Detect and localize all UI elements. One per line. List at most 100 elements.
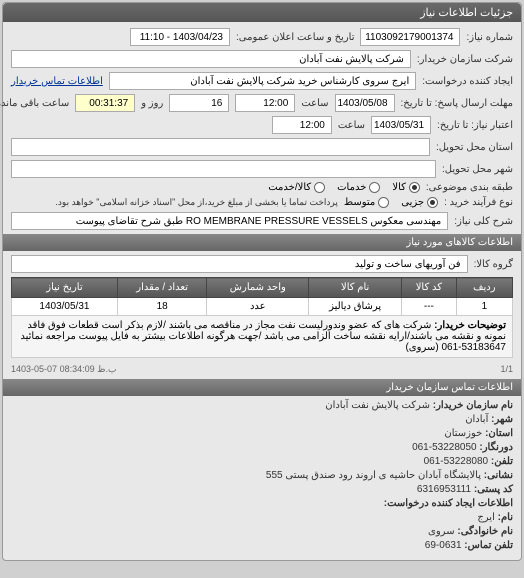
- response-deadline-label: مهلت ارسال پاسخ: تا تاریخ:: [401, 98, 513, 109]
- contact-address: نشانی: پالایشگاه آبادان حاشیه ی اروند رو…: [11, 470, 513, 481]
- time-remaining-label: ساعت باقی مانده: [0, 98, 69, 109]
- row-priority: طبقه بندی موضوعی: کالا خدمات کالا/خدمت: [11, 182, 513, 193]
- radio-kala-khadamat[interactable]: کالا/خدمت: [268, 182, 325, 193]
- time-label-2: ساعت: [338, 120, 365, 131]
- contact-lastname-val: سروی: [428, 526, 455, 537]
- contact-state-label: استان:: [485, 428, 513, 439]
- page-num: 1/1: [500, 364, 513, 375]
- contact-name-val: ایرج: [477, 512, 495, 523]
- row-desc: شرح کلی نیاز: مهندسی معکوس RO MEMBRANE P…: [11, 212, 513, 230]
- row-group: گروه کالا: فن آوریهای ساخت و تولید: [11, 255, 513, 273]
- contact-address-val: پالایشگاه آبادان حاشیه ی اروند رود صندق …: [266, 470, 481, 481]
- request-number-label: شماره نیاز:: [466, 32, 513, 43]
- contact-fax-label: دورنگار:: [479, 442, 513, 453]
- validity-time-field: 12:00: [272, 116, 332, 134]
- contact-creator-info-label: اطلاعات ایجاد کننده درخواست:: [384, 498, 513, 509]
- desc-field: مهندسی معکوس RO MEMBRANE PRESSURE VESSEL…: [11, 212, 448, 230]
- process-note: پرداخت تماما یا بخشی از مبلغ خرید،از محل…: [55, 197, 337, 208]
- days-label: روز و: [141, 98, 163, 109]
- priority-label: طبقه بندی موضوعی:: [426, 182, 513, 193]
- main-panel: جزئیات اطلاعات نیاز شماره نیاز: 11030921…: [2, 2, 522, 561]
- contact-phone2-val: 0631-69: [425, 540, 462, 551]
- goods-header: اطلاعات کالاهای مورد نیاز: [3, 234, 521, 251]
- priority-radio-group: کالا خدمات کالا/خدمت: [268, 182, 420, 193]
- contact-phone2-label: تلفن تماس:: [464, 540, 513, 551]
- days-remaining-field: 16: [169, 94, 229, 112]
- radio-khadamat-label: خدمات: [337, 182, 366, 193]
- table-header-row: ردیف کد کالا نام کالا واحد شمارش تعداد /…: [12, 278, 513, 298]
- th-qty: تعداد / مقدار: [117, 278, 207, 298]
- response-time-field: 12:00: [235, 94, 295, 112]
- radio-dot-icon: [378, 197, 389, 208]
- radio-dot-icon: [409, 182, 420, 193]
- group-label: گروه کالا:: [474, 259, 513, 270]
- note-label: توضیحات خریدار:: [434, 320, 506, 331]
- buyer-org-label: شرکت سازمان خریدار:: [417, 54, 513, 65]
- contact-postal: کد پستی: 6316953111: [11, 484, 513, 495]
- contact-phone2: تلفن تماس: 0631-69: [11, 540, 513, 551]
- contact-phone: تلفن: 53228080-061: [11, 456, 513, 467]
- contact-state: استان: خوزستان: [11, 428, 513, 439]
- response-date-field: 1403/05/08: [335, 94, 395, 112]
- panel-body: شماره نیاز: 1103092179001374 تاریخ و ساع…: [3, 22, 521, 560]
- contact-postal-label: کد پستی:: [474, 484, 513, 495]
- delivery-city-field: [11, 160, 436, 178]
- radio-motavaset-label: متوسط: [344, 197, 375, 208]
- td-code: ---: [402, 298, 457, 316]
- request-number-field: 1103092179001374: [360, 28, 460, 46]
- td-note: توضیحات خریدار: شرکت های که عضو وندورلیس…: [12, 316, 513, 358]
- contact-link[interactable]: اطلاعات تماس خریدار: [11, 76, 103, 87]
- td-unit: عدد: [207, 298, 309, 316]
- process-radio-group: جزیی متوسط: [344, 197, 438, 208]
- row-delivery-state: استان محل تحویل:: [11, 138, 513, 156]
- radio-khadamat[interactable]: خدمات: [337, 182, 380, 193]
- delivery-state-label: استان محل تحویل:: [436, 142, 513, 153]
- radio-kala-label: کالا: [392, 182, 406, 193]
- contact-state-val: خوزستان: [444, 428, 482, 439]
- radio-dot-icon: [369, 182, 380, 193]
- th-code: کد کالا: [402, 278, 457, 298]
- contact-creator-info: اطلاعات ایجاد کننده درخواست:: [11, 498, 513, 509]
- th-name: نام کالا: [309, 278, 402, 298]
- row-validity: اعتبار نیاز: تا تاریخ: 1403/05/31 ساعت 1…: [11, 116, 513, 134]
- radio-motavaset[interactable]: متوسط: [344, 197, 389, 208]
- page-footer: 1/1 ب.ظ 08:34:09 07-05-1403: [11, 364, 513, 375]
- contact-city-label: شهر:: [491, 414, 513, 425]
- contact-name: نام: ایرج: [11, 512, 513, 523]
- desc-label: شرح کلی نیاز:: [454, 216, 513, 227]
- contact-org-label: نام سازمان خریدار:: [433, 400, 513, 411]
- page-info: ب.ظ 08:34:09 07-05-1403: [11, 364, 116, 375]
- radio-kala-khadamat-label: کالا/خدمت: [268, 182, 311, 193]
- radio-jozi[interactable]: جزیی: [401, 197, 438, 208]
- contact-lastname: نام خانوادگی: سروی: [11, 526, 513, 537]
- delivery-city-label: شهر محل تحویل:: [442, 164, 513, 175]
- contact-city-val: آبادان: [465, 414, 488, 425]
- validity-date-field: 1403/05/31: [371, 116, 431, 134]
- contact-postal-val: 6316953111: [417, 484, 471, 495]
- row-response-deadline: مهلت ارسال پاسخ: تا تاریخ: 1403/05/08 سا…: [11, 94, 513, 112]
- contact-header: اطلاعات تماس سازمان خریدار: [3, 379, 521, 396]
- td-row: 1: [456, 298, 512, 316]
- goods-table: ردیف کد کالا نام کالا واحد شمارش تعداد /…: [11, 277, 513, 358]
- th-date: تاریخ نیاز: [12, 278, 118, 298]
- panel-title: جزئیات اطلاعات نیاز: [3, 3, 521, 22]
- time-label-1: ساعت: [301, 98, 328, 109]
- row-process-type: نوع فرآیند خرید : جزیی متوسط پرداخت تمام…: [11, 197, 513, 208]
- contact-fax-val: 53228050-061: [412, 442, 477, 453]
- radio-dot-icon: [314, 182, 325, 193]
- time-remaining-field: 00:31:37: [75, 94, 135, 112]
- th-unit: واحد شمارش: [207, 278, 309, 298]
- contact-city: شهر: آبادان: [11, 414, 513, 425]
- creator-label: ایجاد کننده درخواست:: [422, 76, 513, 87]
- td-qty: 18: [117, 298, 207, 316]
- th-row: ردیف: [456, 278, 512, 298]
- radio-jozi-label: جزیی: [401, 197, 424, 208]
- contact-phone-label: تلفن:: [491, 456, 513, 467]
- table-note-row: توضیحات خریدار: شرکت های که عضو وندورلیس…: [12, 316, 513, 358]
- process-type-label: نوع فرآیند خرید :: [444, 197, 513, 208]
- row-request-number: شماره نیاز: 1103092179001374 تاریخ و ساع…: [11, 28, 513, 46]
- validity-label: اعتبار نیاز: تا تاریخ:: [437, 120, 513, 131]
- contact-phone-val: 53228080-061: [424, 456, 489, 467]
- radio-kala[interactable]: کالا: [392, 182, 420, 193]
- row-buyer-org: شرکت سازمان خریدار: شرکت پالایش نفت آباد…: [11, 50, 513, 68]
